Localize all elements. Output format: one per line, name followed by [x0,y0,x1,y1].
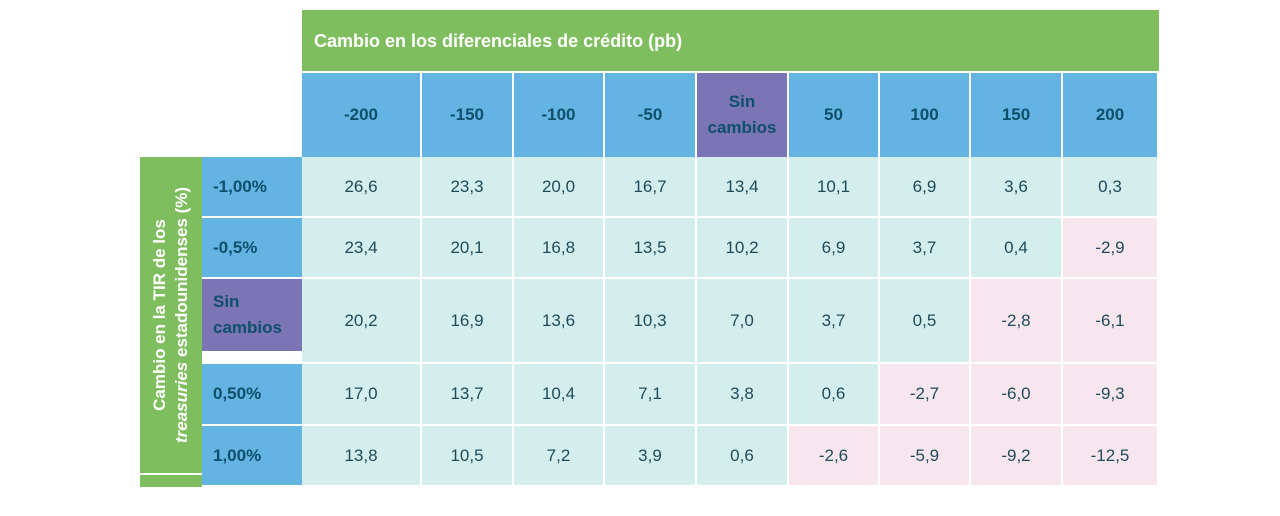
table-cell: 0,3 [1063,157,1159,218]
column-header: -100 [514,73,605,157]
table-cell: 3,8 [697,364,789,426]
row-header: -0,5% [202,218,302,279]
table-cell: 23,3 [422,157,514,218]
row-axis-title-line2: treasuries estadounidenses (%) [171,187,193,443]
column-header: 50 [789,73,880,157]
row-header: 0,50% [202,364,302,426]
table-cell: -9,3 [1063,364,1159,426]
table-cell: 16,7 [605,157,697,218]
row-axis-divider [140,473,202,475]
column-header: 200 [1063,73,1159,157]
row-header: Sin cambios [202,279,302,351]
table-cell: 16,9 [422,279,514,364]
table-cell: 7,2 [514,426,605,487]
table-cell: -2,8 [971,279,1063,364]
column-header: Sin cambios [697,73,789,157]
table-cell: 26,6 [302,157,422,218]
table-cell: 20,1 [422,218,514,279]
table-cell: 7,1 [605,364,697,426]
neutral-label-lines: Sin cambios [707,92,777,137]
table-cell: 20,2 [302,279,422,364]
table-cell: 10,2 [697,218,789,279]
table-cell: 10,5 [422,426,514,487]
table-cell: 6,9 [880,157,971,218]
row-axis-title-text: Cambio en la TIR de los treasuries estad… [149,187,193,443]
table-cell: 10,3 [605,279,697,364]
table-cell: 3,7 [789,279,880,364]
column-header: -50 [605,73,697,157]
header-divider [302,71,1159,73]
column-header: 100 [880,73,971,157]
table-cell: 13,7 [422,364,514,426]
row-header: 1,00% [202,426,302,487]
row-axis-title-rest: estadounidenses (%) [172,186,192,362]
table-cell: -12,5 [1063,426,1159,487]
table-header-band: Cambio en los diferenciales de crédito (… [302,10,1159,72]
table-cell: 17,0 [302,364,422,426]
table-cell: 13,6 [514,279,605,364]
column-header: -150 [422,73,514,157]
table-cell: -6,1 [1063,279,1159,364]
table-cell: -6,0 [971,364,1063,426]
table-cell: 3,6 [971,157,1063,218]
row-axis-title: Cambio en la TIR de los treasuries estad… [140,157,202,473]
table-cell: 0,6 [789,364,880,426]
table-cell: 3,7 [880,218,971,279]
table-cell: 0,5 [880,279,971,364]
table-cell: 7,0 [697,279,789,364]
table-cell: 16,8 [514,218,605,279]
row-header: -1,00% [202,157,302,218]
row-axis-band [140,157,202,487]
table-cell: 20,0 [514,157,605,218]
table-cell: 23,4 [302,218,422,279]
table-cell: 10,1 [789,157,880,218]
table-cell: -5,9 [880,426,971,487]
table-cell: -2,9 [1063,218,1159,279]
table-cell: -9,2 [971,426,1063,487]
table-cell: 10,4 [514,364,605,426]
table-cell: 3,9 [605,426,697,487]
neutral-label-lines: Sin cambios [213,292,282,337]
column-header: -200 [302,73,422,157]
column-header: 150 [971,73,1063,157]
table-title: Cambio en los diferenciales de crédito (… [314,30,683,51]
table-cell: 0,4 [971,218,1063,279]
table-cell: 0,6 [697,426,789,487]
table-cell: 13,4 [697,157,789,218]
row-axis-title-italic: treasuries [172,361,192,444]
table-cell: 13,5 [605,218,697,279]
table-cell: -2,7 [880,364,971,426]
table-cell: 13,8 [302,426,422,487]
table-cell: -2,6 [789,426,880,487]
row-axis-title-line1: Cambio en la TIR de los [150,219,170,411]
table-cell: 6,9 [789,218,880,279]
